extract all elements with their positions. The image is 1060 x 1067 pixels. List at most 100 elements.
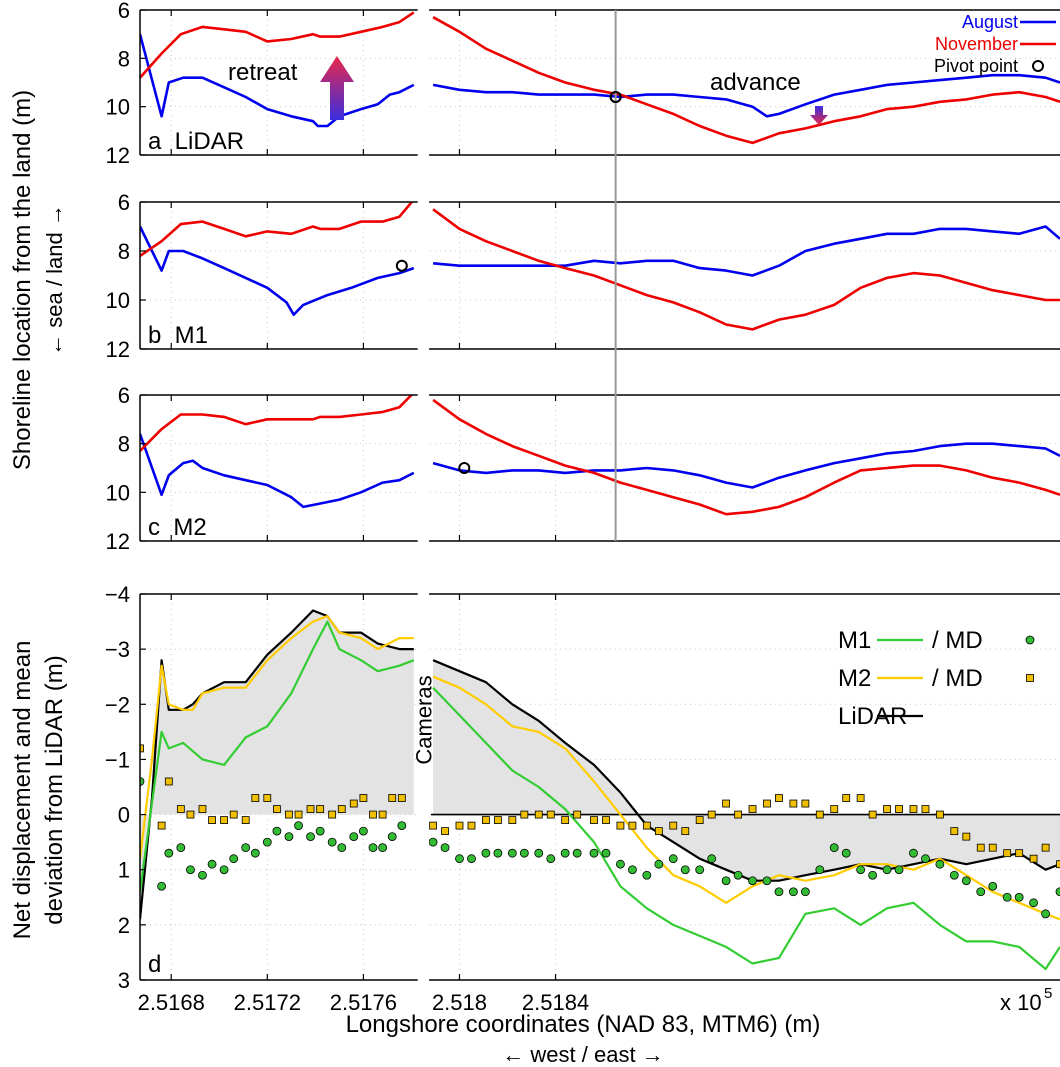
y-tick-label: 6 — [118, 0, 130, 23]
series-line-november — [433, 400, 1060, 514]
x-axis-multiplier-exponent: 5 — [1044, 985, 1052, 1002]
md-point-m1 — [369, 844, 377, 852]
md-point-m1 — [316, 827, 324, 835]
md-point-m2 — [535, 811, 542, 818]
x-tick-label: 2.5168 — [138, 990, 205, 1015]
md-point-m2 — [187, 811, 194, 818]
md-point-m1 — [816, 866, 824, 874]
legend-label-august: August — [962, 12, 1018, 32]
camera-gap — [418, 394, 429, 542]
md-point-m2 — [963, 833, 970, 840]
md-point-m1 — [842, 849, 850, 857]
md-point-m2 — [896, 806, 903, 813]
grid-b — [140, 202, 1060, 349]
cameras-gap-label: Cameras — [411, 675, 436, 764]
x-axis-subtitle-west-east: ← west / east → — [502, 1042, 663, 1067]
md-point-m1 — [1015, 893, 1023, 901]
annotation-retreat: retreat — [228, 59, 298, 86]
md-point-m2 — [317, 806, 324, 813]
legend-label-november: November — [935, 34, 1018, 54]
y-tick-label: 6 — [118, 190, 130, 215]
md-point-m1 — [230, 855, 238, 863]
md-point-m1 — [561, 849, 569, 857]
md-point-m1 — [734, 871, 742, 879]
axes-c — [140, 395, 1060, 541]
md-point-m1 — [708, 855, 716, 863]
md-point-m2 — [199, 806, 206, 813]
md-point-m2 — [177, 806, 184, 813]
md-point-m2 — [264, 795, 271, 802]
md-point-m2 — [910, 806, 917, 813]
md-point-m1 — [830, 844, 838, 852]
md-point-m1 — [921, 855, 929, 863]
series-line-november — [433, 209, 1060, 329]
md-point-m1 — [950, 871, 958, 879]
panel-d: −4−3−2−10123d — [105, 582, 1060, 993]
md-point-m2 — [350, 800, 357, 807]
md-point-m2 — [273, 806, 280, 813]
panel-label-c: c M2 — [148, 514, 207, 541]
md-point-m1 — [989, 882, 997, 890]
md-point-m1 — [857, 866, 865, 874]
x-axis-title: Longshore coordinates (NAD 83, MTM6) (m) — [346, 1011, 821, 1038]
md-point-m2 — [816, 811, 823, 818]
md-point-m2 — [643, 822, 650, 829]
md-point-m1 — [1030, 899, 1038, 907]
md-point-m1 — [669, 855, 677, 863]
legend-md-label: / MD — [932, 627, 983, 654]
legend-md-marker-square — [1027, 675, 1034, 682]
series-line-november — [140, 393, 414, 451]
md-point-m1 — [936, 860, 944, 868]
y-tick-label: −1 — [105, 747, 130, 772]
md-point-m1 — [263, 838, 271, 846]
md-point-m2 — [617, 822, 624, 829]
md-point-m2 — [977, 844, 984, 851]
y-tick-label: 1 — [118, 858, 130, 883]
md-point-m2 — [370, 811, 377, 818]
y-tick-label: 8 — [118, 239, 130, 264]
md-point-m2 — [295, 811, 302, 818]
md-point-m1 — [722, 877, 730, 885]
md-point-m1 — [494, 849, 502, 857]
y-tick-label: −3 — [105, 637, 130, 662]
md-point-m2 — [831, 806, 838, 813]
md-point-m2 — [670, 822, 677, 829]
md-point-m1 — [455, 855, 463, 863]
retreat-arrow — [320, 56, 354, 120]
axes-b — [140, 202, 1060, 349]
y-tick-label: 2 — [118, 913, 130, 938]
md-point-m2 — [951, 828, 958, 835]
md-point-m2 — [307, 806, 314, 813]
md-point-m1 — [1056, 888, 1060, 896]
legend-swatch-pivot — [1033, 61, 1043, 71]
md-point-m1 — [789, 888, 797, 896]
md-point-m2 — [389, 795, 396, 802]
md-point-m1 — [186, 866, 194, 874]
y-tick-label: 10 — [106, 288, 130, 313]
md-point-m1 — [242, 844, 250, 852]
md-point-m2 — [989, 844, 996, 851]
series-line-august — [140, 227, 414, 315]
y-tick-label: −4 — [105, 582, 130, 607]
md-point-m2 — [562, 817, 569, 824]
md-point-m2 — [696, 817, 703, 824]
md-point-m1 — [573, 849, 581, 857]
md-point-m2 — [547, 811, 554, 818]
md-point-m1 — [379, 844, 387, 852]
legend-label-m1: M1 — [838, 627, 871, 654]
md-point-m1 — [1042, 910, 1050, 918]
md-point-m1 — [1003, 893, 1011, 901]
y-tick-label: 12 — [106, 143, 130, 168]
md-point-m2 — [252, 795, 259, 802]
legend-md-marker-circle — [1026, 636, 1034, 644]
md-point-m2 — [884, 806, 891, 813]
md-point-m1 — [895, 866, 903, 874]
md-point-m1 — [482, 849, 490, 857]
md-point-m1 — [520, 849, 528, 857]
y-axis-title-displacement-line1: Net displacement and mean — [9, 641, 36, 940]
md-point-m2 — [329, 811, 336, 818]
legend-label-m2: M2 — [838, 665, 871, 692]
y-tick-label: 8 — [118, 46, 130, 71]
md-point-m1 — [158, 882, 166, 890]
